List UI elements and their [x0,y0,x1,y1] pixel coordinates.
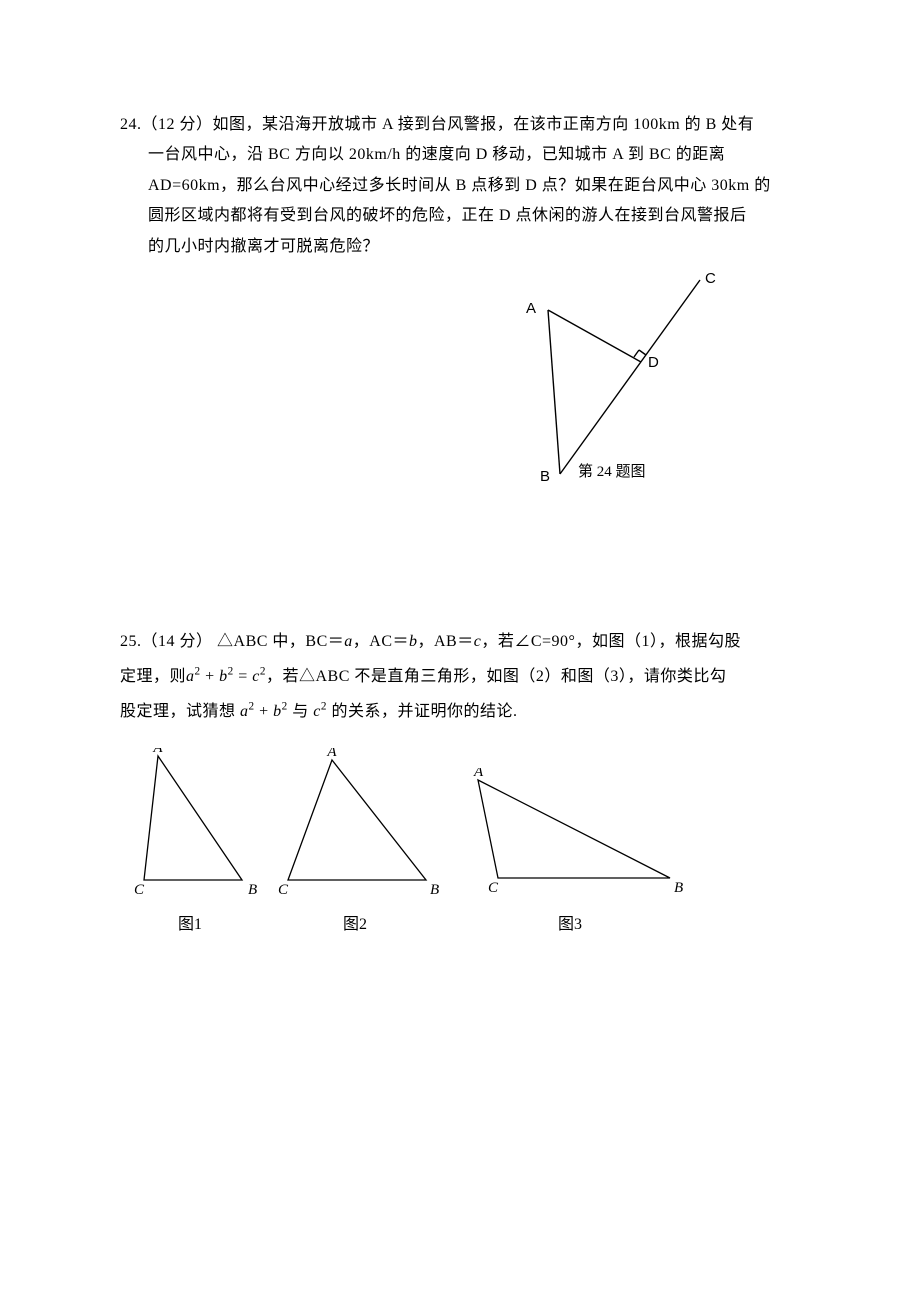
fig2-c: C [278,882,289,898]
q25-line3: 股定理，试猜想 a2 + b2 与 c2 的关系，并证明你的结论. [120,694,800,729]
q25-points: （14 分） [142,633,213,650]
q25-csq: c2 [313,703,327,720]
q24-diagram: A B C D 第 24 题图 [500,274,740,504]
question-25: 25.（14 分） △ABC 中，BC＝a，AC＝b，AB＝c，若∠C=90°，… [120,624,800,934]
q25-line1: 25.（14 分） △ABC 中，BC＝a，AC＝b，AB＝c，若∠C=90°，… [120,624,800,659]
fig3-b: B [674,880,683,896]
fig2-a: A [326,748,337,760]
q25-a: a [344,633,353,650]
fig2-b: B [430,882,439,898]
fig1-a: A [152,748,163,756]
q25-number: 25. [120,633,142,650]
q25-figures: A B C 图1 A B C 图2 A [120,748,800,934]
fig2-caption: 图2 [343,910,367,934]
fig2-svg: A B C [270,748,440,898]
q24-line5: 的几小时内撤离才可脱离危险？ [120,232,800,262]
fig2: A B C 图2 [270,748,440,934]
question-24: 24.（12 分）如图，某沿海开放城市 A 接到台风警报，在该市正南方向 100… [120,110,800,504]
fig3-a: A [473,768,484,780]
q25-eq: a2 + b2 = c2 [186,668,266,685]
q24-caption: 第 24 题图 [578,460,646,481]
fig1-caption: 图1 [178,910,202,934]
fig1-c: C [134,882,145,898]
q24-line3: AD=60km，那么台风中心经过多长时间从 B 点移到 D 点？如果在距台风中心… [120,171,800,201]
q24-l1: 如图，某沿海开放城市 A 接到台风警报，在该市正南方向 100km 的 B 处有 [213,116,755,133]
q24-number: 24. [120,116,142,133]
q24-line1: 24.（12 分）如图，某沿海开放城市 A 接到台风警报，在该市正南方向 100… [120,110,800,140]
q25-b: b [409,633,418,650]
fig1: A B C 图1 [120,748,260,934]
fig3-c: C [488,880,499,896]
q25-m2: ，AB＝ [418,633,474,650]
q24-label-b: B [540,468,550,485]
fig3-svg: A B C [450,768,690,898]
q24-line2: 一台风中心，沿 BC 方向以 20km/h 的速度向 D 移动，已知城市 A 到… [120,140,800,170]
q25-l3a: 股定理，试猜想 [120,703,236,720]
q25-l2b: ，若△ABC 不是直角三角形，如图（2）和图（3），请你类比勾 [266,668,726,685]
q24-label-d: D [648,354,659,371]
q25-l2a: 定理，则 [120,668,186,685]
q24-label-c: C [705,270,716,287]
q24-label-a: A [526,300,536,317]
q25-expr: a2 + b2 [236,703,288,720]
q25-l3b: 与 [288,703,314,720]
q24-points: （12 分） [142,116,213,133]
fig1-b: B [248,882,257,898]
q25-l3c: 的关系，并证明你的结论. [327,703,518,720]
fig3-caption: 图3 [558,910,582,934]
q25-line2: 定理，则a2 + b2 = c2，若△ABC 不是直角三角形，如图（2）和图（3… [120,659,800,694]
q24-line4: 圆形区域内都将有受到台风的破坏的危险，正在 D 点休闲的游人在接到台风警报后 [120,201,800,231]
q25-prefix: △ABC 中，BC＝ [213,633,345,650]
q25-m1: ，AC＝ [353,633,409,650]
fig1-svg: A B C [120,748,260,898]
fig3: A B C 图3 [450,768,690,934]
q25-m3: ，若∠C=90°，如图（1），根据勾股 [481,633,741,650]
